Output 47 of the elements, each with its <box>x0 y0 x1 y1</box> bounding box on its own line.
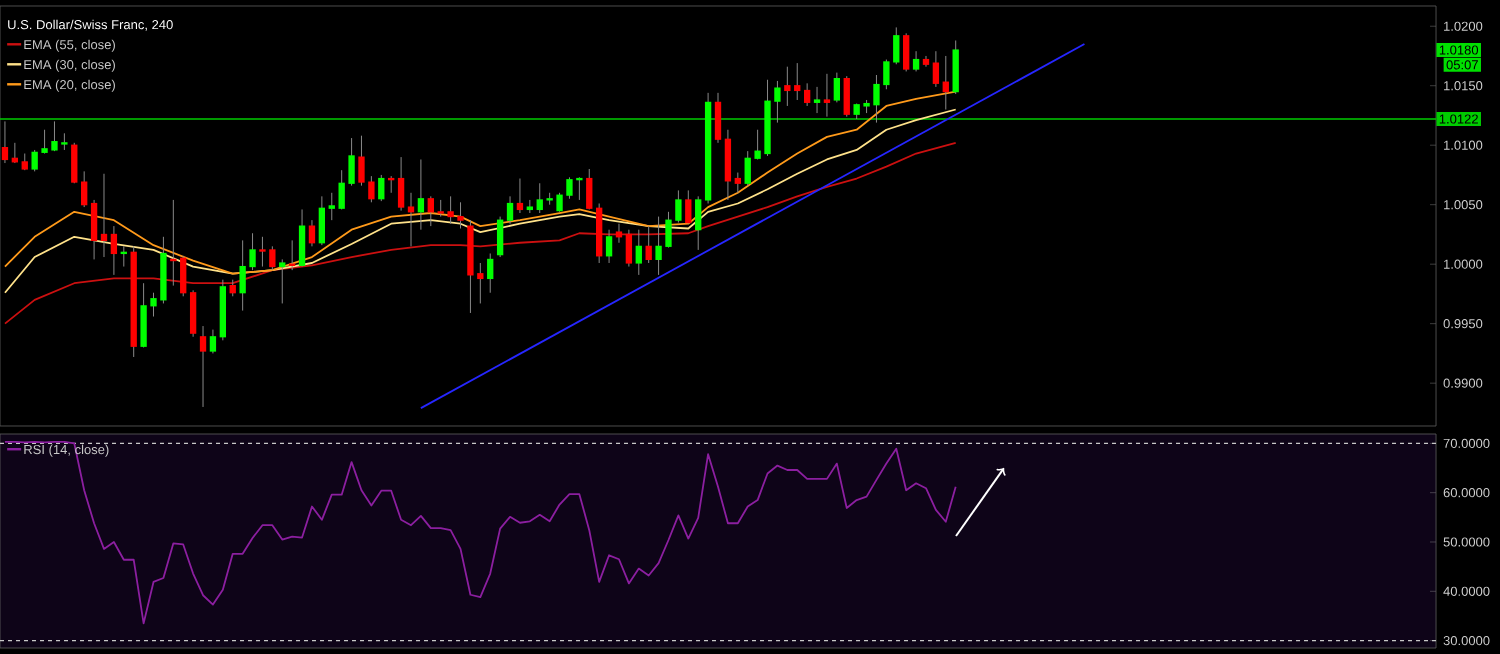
candlestick <box>199 325 207 408</box>
candlestick <box>724 129 732 201</box>
candlestick <box>586 168 593 210</box>
candlestick <box>714 92 722 144</box>
candlestick <box>407 192 415 247</box>
candlestick <box>625 229 633 268</box>
candlestick <box>189 289 197 338</box>
candlestick <box>843 75 850 118</box>
candlestick <box>645 225 652 264</box>
candlestick <box>1 120 9 164</box>
candlestick <box>685 189 692 225</box>
candlestick <box>635 229 642 276</box>
candlestick <box>298 208 306 268</box>
candlestick <box>823 73 831 118</box>
candlestick <box>417 158 425 231</box>
candlestick <box>496 216 504 258</box>
candlestick <box>180 255 187 297</box>
candlestick <box>803 82 811 107</box>
candlestick <box>922 55 930 68</box>
candlestick <box>615 223 623 244</box>
candlestick <box>952 39 959 95</box>
candlestick <box>487 252 494 294</box>
candlestick <box>833 72 841 103</box>
candlestick <box>308 219 316 247</box>
candlestick <box>110 225 118 276</box>
candlestick <box>605 229 613 264</box>
candlestick <box>397 156 405 212</box>
candlestick <box>318 195 326 246</box>
line-series <box>4 141 957 325</box>
candlestick <box>695 195 702 251</box>
candlestick <box>516 178 524 214</box>
candlestick <box>328 192 335 221</box>
line-series <box>4 108 957 294</box>
candlestick <box>506 195 514 225</box>
candlestick <box>734 172 741 194</box>
candlestick <box>813 86 821 114</box>
candlestick <box>912 50 920 72</box>
candlestick <box>378 174 385 202</box>
candlestick <box>279 258 286 304</box>
candlestick <box>209 329 217 354</box>
candlestick <box>427 195 434 227</box>
candlestick <box>71 142 78 184</box>
candlestick <box>100 173 108 258</box>
candlestick <box>81 170 88 208</box>
candlestick <box>903 32 910 72</box>
candlestick <box>932 50 940 88</box>
candlestick <box>90 199 98 260</box>
